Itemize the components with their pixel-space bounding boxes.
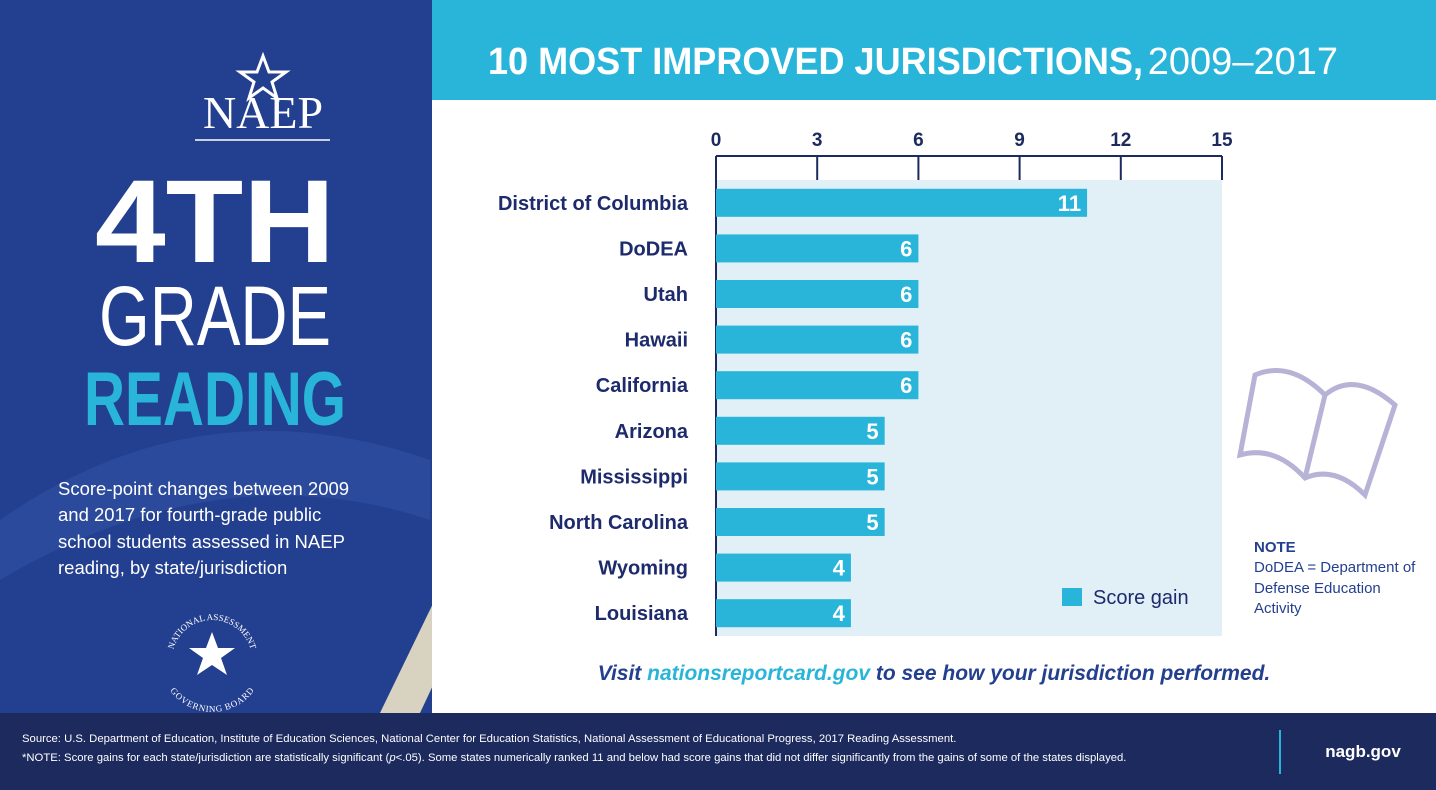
source: Source: U.S. Department of Education, In… — [22, 733, 957, 745]
bar — [716, 508, 885, 536]
bar — [716, 599, 851, 628]
x-tick-label: 15 — [1211, 130, 1233, 151]
note: NOTE DoDEA = Department of Defense Educat… — [1254, 538, 1424, 619]
board-star — [189, 632, 235, 675]
website[interactable]: nagb.gov — [1325, 742, 1401, 761]
value-label: 6 — [900, 328, 912, 353]
x-tick-label: 12 — [1110, 130, 1131, 151]
value-label: 4 — [833, 601, 846, 626]
chart-title: 10 MOST IMPROVED JURISDICTIONS, — [488, 41, 1143, 83]
book-icon — [1236, 368, 1398, 500]
footnote-part: p — [389, 752, 396, 764]
x-tick-label: 0 — [711, 130, 722, 151]
left-panel — [0, 0, 432, 713]
bar — [716, 234, 919, 263]
value-label: 6 — [900, 282, 912, 307]
x-tick-label: 6 — [913, 130, 924, 151]
category-label: District of Columbia — [498, 193, 689, 215]
chart-title-years: 2009–2017 — [1148, 41, 1338, 83]
cta-link[interactable]: nationsreportcard.gov — [647, 662, 871, 685]
bar-chart: 0 3 6 9 12 15 District of Columbia 11 DoDEA 6 Utah… — [498, 130, 1233, 636]
logo: NAEP — [203, 87, 323, 138]
x-tick-label: 9 — [1014, 130, 1025, 151]
category-label: Utah — [644, 284, 688, 306]
note-heading: NOTE — [1254, 539, 1296, 556]
category-label: DoDEA — [619, 238, 688, 260]
value-label: 6 — [900, 236, 912, 261]
x-tick-label: 3 — [812, 130, 823, 151]
call-to-action: Visit nationsreportcard.gov to see how y… — [432, 662, 1436, 686]
title-band — [432, 0, 1436, 100]
grade-word: GRADE — [99, 269, 331, 363]
category-label: Hawaii — [625, 330, 688, 352]
category-label: Arizona — [615, 421, 689, 443]
value-label: 5 — [866, 510, 878, 535]
bar — [716, 416, 885, 445]
footnote: *NOTE: Score gains for each state/jurisd… — [22, 752, 1126, 764]
category-label: Mississippi — [580, 466, 688, 488]
value-label: 4 — [833, 556, 846, 581]
category-label: North Carolina — [549, 512, 689, 534]
category-label: Louisiana — [595, 603, 689, 625]
value-label: 11 — [1058, 191, 1081, 216]
category-label: California — [596, 375, 689, 397]
star-icon — [235, 51, 291, 102]
footnote-part: <.05). Some states numerically ranked 11… — [395, 752, 1127, 764]
legend-swatch — [1062, 588, 1082, 606]
footnote-part: *NOTE: Score gains for each state/jurisd… — [22, 752, 390, 764]
bar — [716, 553, 851, 582]
bar — [716, 188, 1088, 217]
grade-number: 4TH — [95, 156, 335, 288]
subject: READING — [84, 357, 346, 442]
bar — [716, 462, 885, 491]
bar — [716, 280, 919, 308]
note-text: DoDEA = Department of Defense Education … — [1254, 559, 1416, 617]
book-shape — [0, 430, 430, 580]
cta-suffix: to see how your jurisdiction performed. — [870, 662, 1271, 685]
category-label: Wyoming — [598, 558, 688, 580]
bar — [716, 325, 919, 354]
value-label: 5 — [866, 464, 878, 489]
value-label: 6 — [900, 373, 912, 398]
bar — [716, 371, 919, 400]
cta-prefix: Visit — [597, 662, 648, 685]
description: Score-point changes between 2009 and 201… — [58, 478, 350, 578]
value-label: 5 — [866, 419, 878, 444]
legend-label: Score gain — [1093, 587, 1189, 609]
footer-band — [0, 713, 1436, 790]
